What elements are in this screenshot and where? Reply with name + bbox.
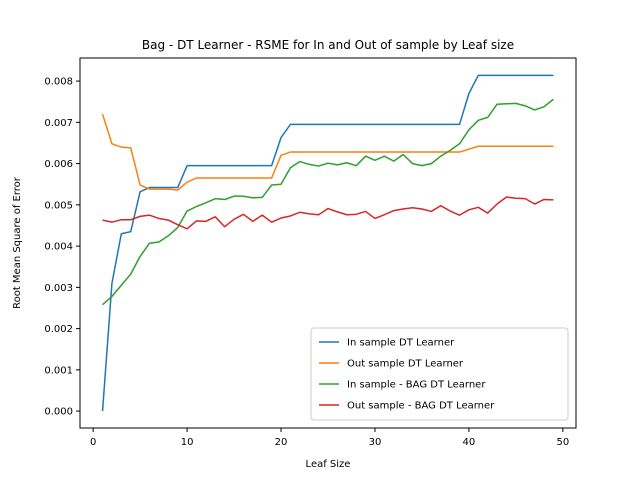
x-tick-label: 30 (369, 437, 382, 448)
y-tick-label: 0.006 (44, 159, 73, 170)
y-axis: 0.000 0.001 0.002 0.003 0.004 0.005 0.006 0.007… (44, 77, 80, 418)
series-layer (101, 74, 554, 412)
plot-frame (79, 57, 577, 429)
x-tick-label: 40 (463, 437, 476, 448)
x-tick-label: 20 (275, 437, 288, 448)
legend-label: Out sample - BAG DT Learner (347, 401, 495, 412)
y-axis-label: Root Mean Square of Error (12, 176, 23, 309)
legend-label: In sample DT Learner (347, 338, 455, 349)
series-line-out-sample-bag-dt-learner (102, 196, 554, 230)
y-tick-label: 0.005 (44, 200, 73, 211)
x-tick-label: 0 (90, 437, 96, 448)
x-axis-label: Leaf Size (306, 459, 351, 470)
x-axis: 0 10 20 30 40 50 (90, 428, 569, 448)
x-tick-label: 50 (556, 437, 569, 448)
legend-label: Out sample DT Learner (347, 359, 464, 370)
y-tick-label: 0.004 (44, 242, 73, 253)
y-tick-label: 0.002 (44, 324, 73, 335)
y-tick-label: 0.000 (44, 407, 73, 418)
series-line-in-sample-bag-dt-learner (102, 98, 554, 306)
legend-box (310, 327, 569, 421)
y-tick-label: 0.001 (44, 365, 73, 376)
y-tick-label: 0.007 (44, 118, 73, 129)
y-tick-label: 0.003 (44, 283, 73, 294)
y-tick-label: 0.008 (44, 77, 73, 88)
x-tick-label: 10 (181, 437, 194, 448)
series-line-out-sample-dt-learner (101, 113, 554, 191)
legend-label: In sample - BAG DT Learner (347, 380, 486, 391)
series-line-in-sample-dt-learner (101, 74, 554, 412)
legend: In sample DT Learner Out sample DT Learne… (310, 327, 569, 421)
chart-title: Bag - DT Learner - RSME for In and Out o… (142, 38, 514, 52)
